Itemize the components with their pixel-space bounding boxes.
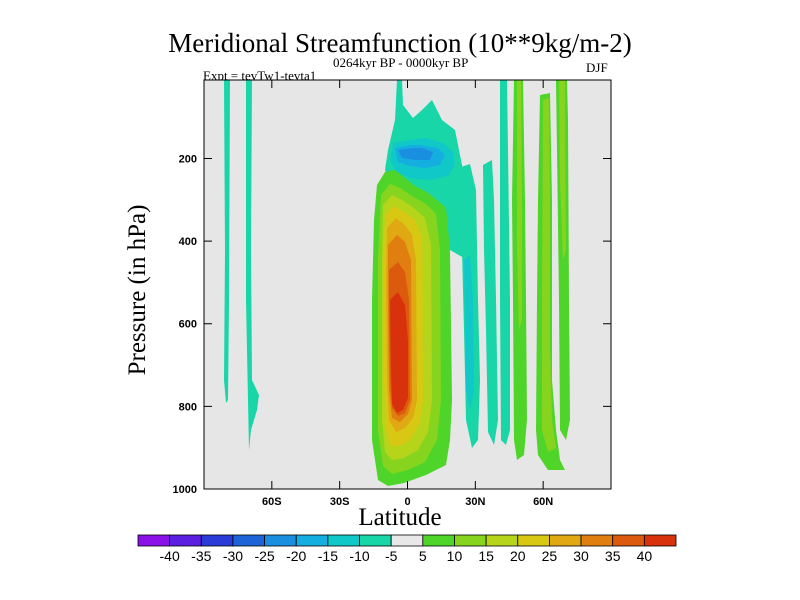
colorbar-swatch [422, 534, 455, 547]
colorbar-label: 5 [419, 548, 427, 564]
colorbar-label: 30 [573, 548, 589, 564]
nh-band-35n [483, 160, 498, 445]
colorbar-swatch [643, 534, 677, 547]
nh-band-30n-inner [464, 255, 474, 410]
season-label: DJF [586, 60, 608, 75]
colorbar-swatch [612, 534, 645, 547]
colorbar-swatch [232, 534, 265, 547]
colorbar-swatch [295, 534, 329, 547]
colorbar-label: 20 [510, 548, 526, 564]
colorbar-swatch [359, 534, 392, 547]
nh-band-60n-inner [559, 80, 566, 260]
colorbar-label: -35 [191, 548, 211, 564]
colorbar-swatch [549, 534, 582, 547]
colorbar-label: -30 [223, 548, 243, 564]
colorbar-swatch [327, 534, 360, 547]
nh-band-55n-inner [542, 98, 556, 452]
y-tick-label: 600 [179, 319, 197, 331]
colorbar-swatch [580, 534, 614, 547]
x-tick-label: 30S [330, 496, 350, 508]
colorbar: -40 -35 -30 -25 -20 -15 -10 -5 5 10 15 20 25 30 35 40 [137, 534, 677, 564]
chart-title: Meridional Streamfunction (10**9kg/m-2) [168, 28, 632, 58]
sh-band-1 [224, 80, 230, 403]
x-tick-label: 60N [533, 496, 553, 508]
upper-cell-peak [398, 148, 433, 160]
colorbar-label: 10 [447, 548, 463, 564]
colorbar-label: -15 [318, 548, 338, 564]
colorbar-label: 40 [637, 548, 653, 564]
x-tick-label: 30N [465, 496, 485, 508]
y-tick-label: 400 [179, 236, 197, 248]
y-tick-label: 800 [179, 401, 197, 413]
colorbar-swatch [454, 534, 487, 547]
colorbar-swatch [485, 534, 519, 547]
x-tick-label: 60S [262, 496, 282, 508]
colorbar-label: -20 [286, 548, 306, 564]
y-tick-label: 200 [179, 153, 197, 165]
colorbar-label: -5 [385, 548, 398, 564]
x-axis: 60S 30S 0 30N 60N [262, 80, 553, 508]
x-axis-label: Latitude [358, 504, 442, 531]
colorbar-swatch [169, 534, 202, 547]
colorbar-swatch [517, 534, 550, 547]
colorbar-label: -25 [254, 548, 274, 564]
colorbar-label: 15 [478, 548, 494, 564]
sh-band-2 [246, 80, 259, 450]
colorbar-swatch [264, 534, 297, 547]
colorbar-label: 35 [605, 548, 621, 564]
colorbar-swatch [390, 534, 424, 547]
colorbar-label: -40 [160, 548, 180, 564]
colorbar-swatch [200, 534, 234, 547]
colorbar-label: -10 [349, 548, 369, 564]
nh-band-40n [500, 80, 510, 445]
colorbar-label: 25 [542, 548, 558, 564]
y-axis: 200 400 600 800 1000 [173, 153, 611, 496]
x-tick-label: 0 [404, 496, 410, 508]
y-tick-label: 1000 [173, 484, 197, 496]
contour-fields [224, 80, 570, 486]
colorbar-swatch [137, 534, 171, 547]
period-label: 0264kyr BP - 0000kyr BP [333, 55, 469, 70]
lower-cell-40 [390, 292, 408, 413]
nh-band-45n-inner [517, 80, 522, 330]
experiment-label: Expt = tevTw1-tevta1 [203, 68, 317, 83]
